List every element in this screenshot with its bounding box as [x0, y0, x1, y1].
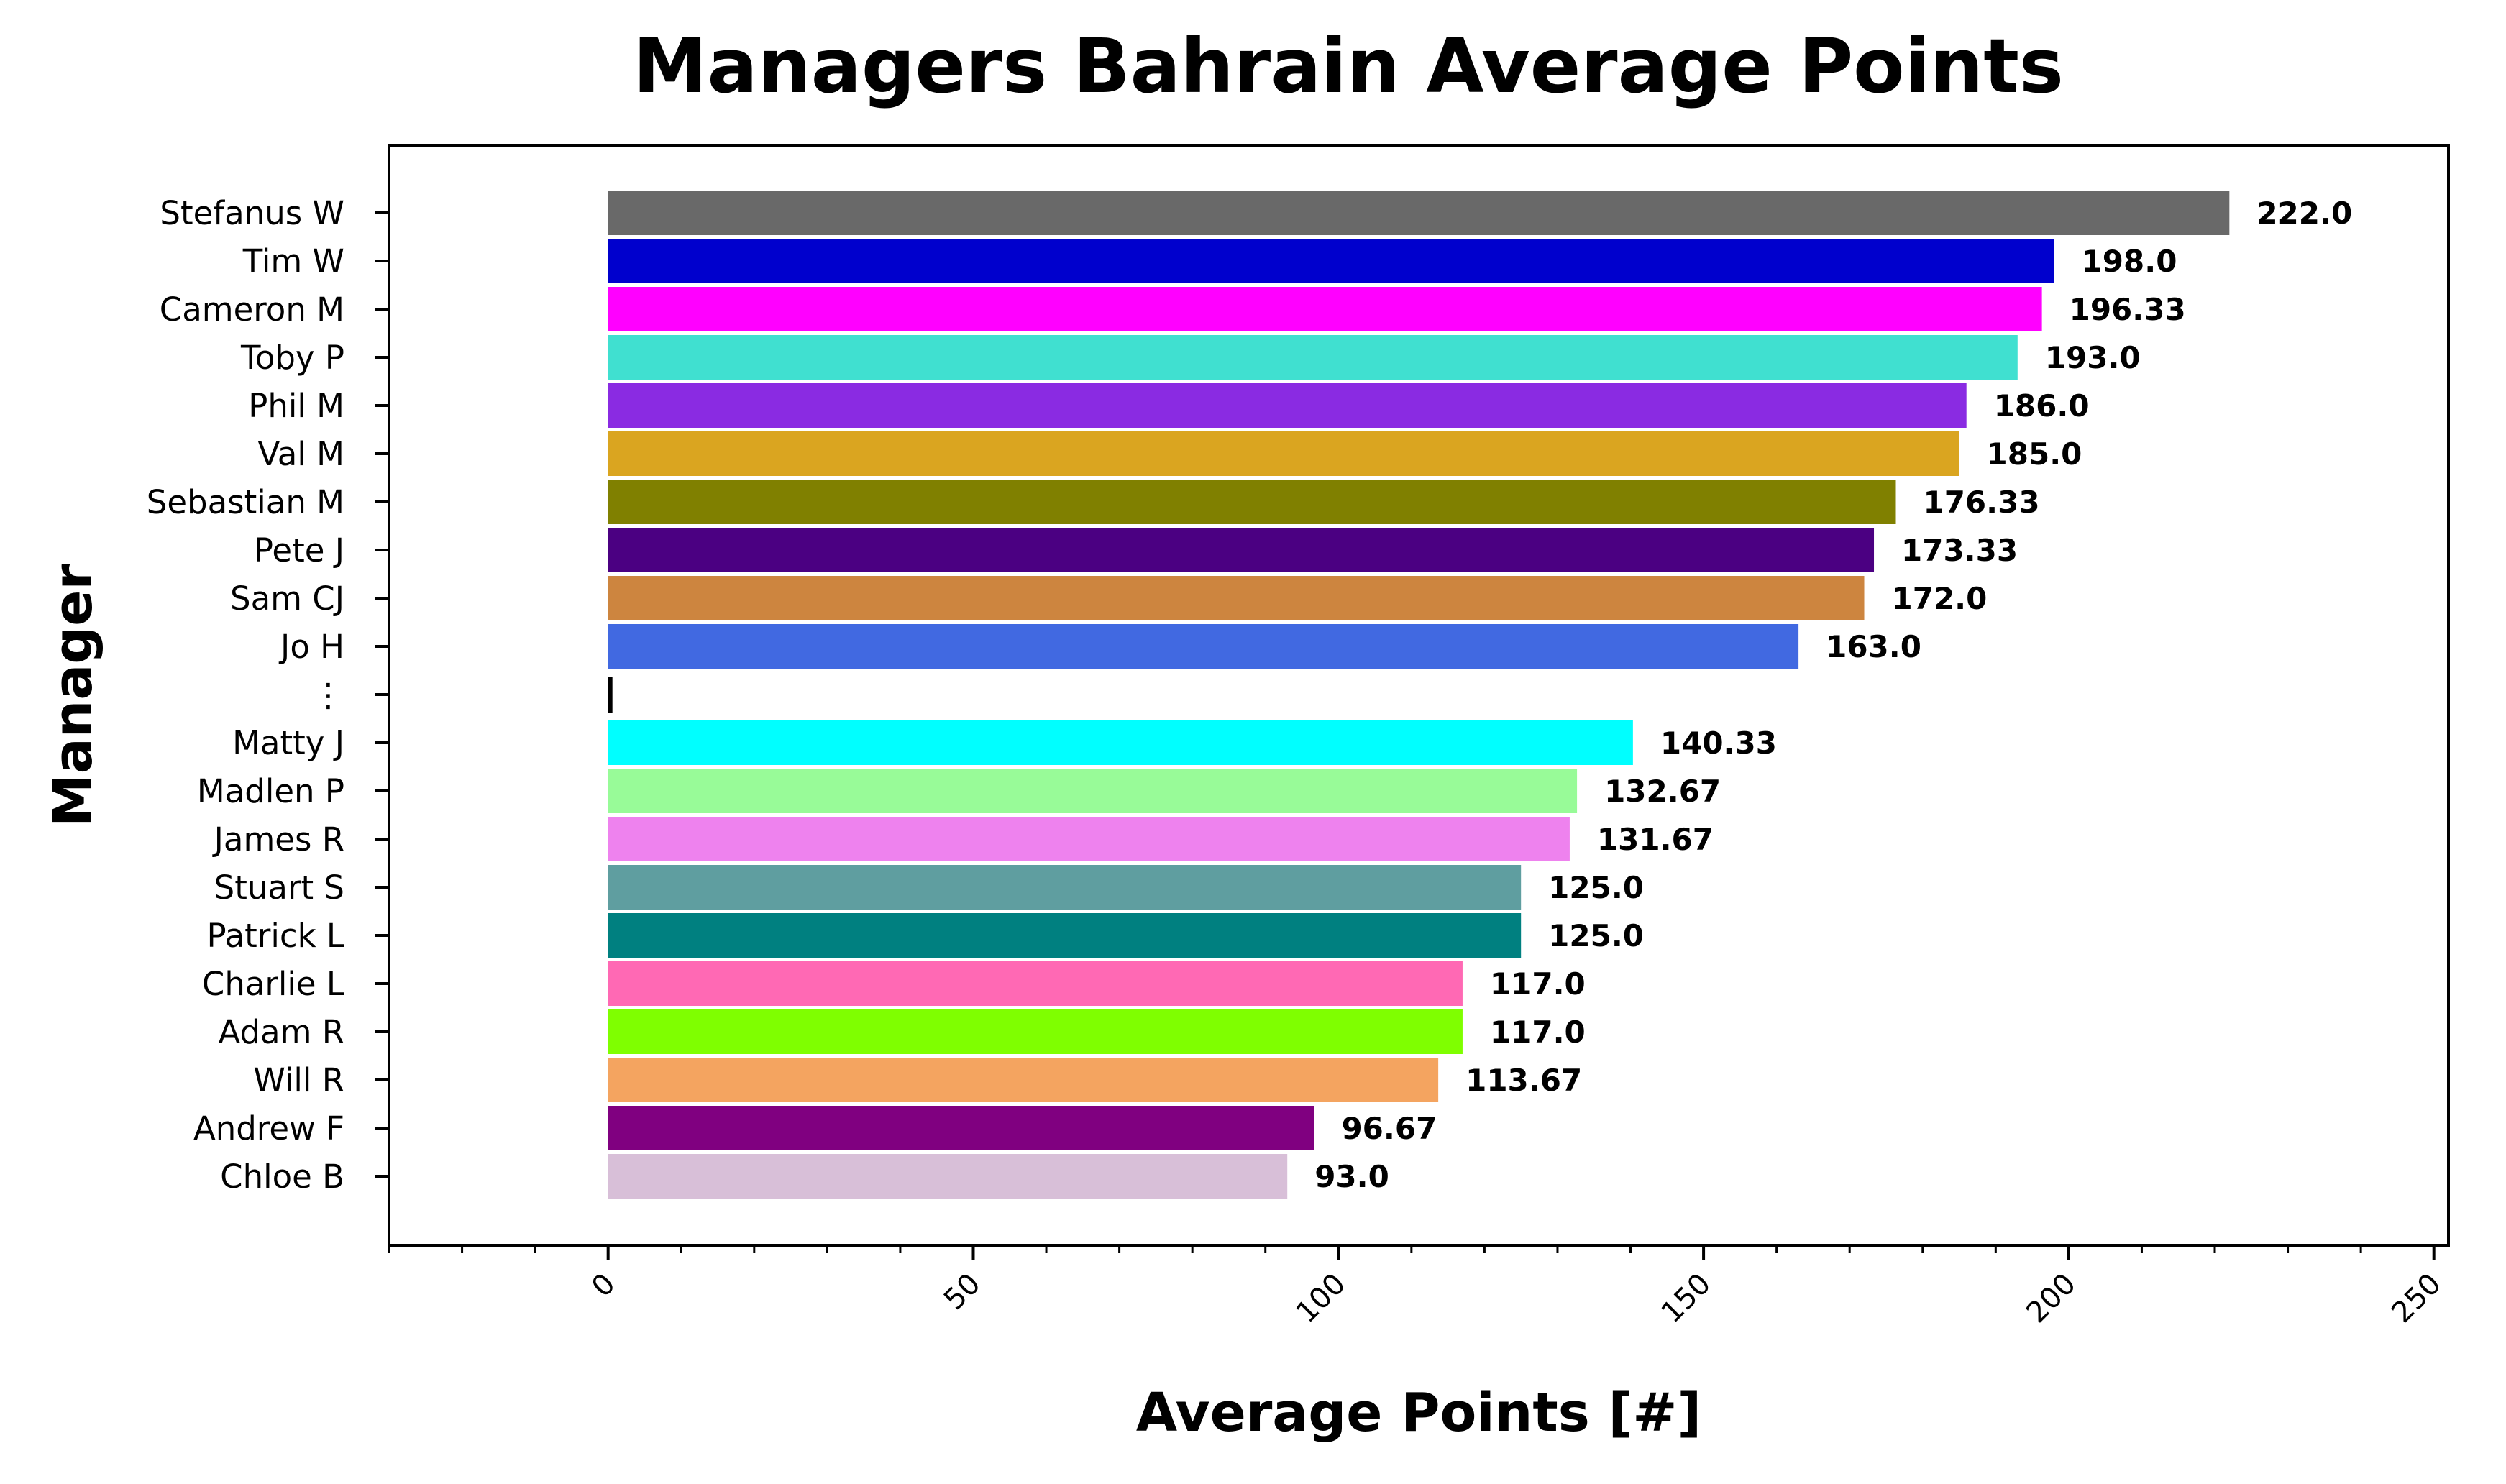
value-label-row-2: 196.33 — [2070, 292, 2186, 327]
bar-row-5 — [608, 431, 1959, 476]
ytick-label-row-12: Madlen P — [197, 772, 344, 810]
bar-row-16 — [608, 961, 1463, 1006]
ellipsis-gap-marker — [608, 677, 613, 713]
y-axis: Stefanus W Tim W Cameron M Toby P Phil M Val … — [147, 194, 389, 1196]
ytick-label-row-9: Jo H — [278, 628, 344, 666]
value-label-row-3: 193.0 — [2045, 340, 2141, 375]
ytick-label-row-7: Pete J — [254, 531, 344, 569]
bar-row-8 — [608, 576, 1865, 620]
value-label-row-15: 125.0 — [1548, 918, 1644, 953]
ytick-label-row-19: Andrew F — [193, 1109, 344, 1148]
ytick-label-row-3: Toby P — [240, 339, 344, 377]
ytick-label-row-6: Sebastian M — [147, 483, 344, 521]
ytick-label-row-10: ⋮ — [312, 676, 344, 714]
xtick-label-100: 100 — [1290, 1268, 1353, 1330]
ytick-label-row-17: Adam R — [218, 1013, 344, 1051]
value-label-row-11: 140.33 — [1660, 725, 1777, 761]
bar-row-7 — [608, 528, 1875, 572]
bar-row-17 — [608, 1009, 1463, 1054]
value-label-row-16: 117.0 — [1490, 966, 1586, 1002]
ytick-label-row-5: Val M — [258, 435, 345, 473]
value-label-row-8: 172.0 — [1892, 581, 1988, 616]
value-label-row-7: 173.33 — [1901, 533, 2018, 568]
value-label-row-17: 117.0 — [1490, 1014, 1586, 1050]
xtick-label-50: 50 — [938, 1268, 987, 1317]
ytick-label-row-4: Phil M — [248, 387, 344, 425]
x-axis: 0 50 100 150 200 250 — [388, 1245, 2448, 1330]
ytick-label-row-18: Will R — [253, 1061, 344, 1099]
chart-title: Managers Bahrain Average Points — [633, 22, 2064, 110]
bar-row-18 — [608, 1058, 1439, 1102]
value-label-row-4: 186.0 — [1994, 388, 2090, 423]
value-label-row-13: 131.67 — [1597, 822, 1714, 857]
value-label-row-5: 185.0 — [1987, 436, 2082, 472]
value-label-row-1: 198.0 — [2082, 244, 2177, 279]
ytick-label-row-13: James R — [212, 820, 344, 858]
xtick-label-200: 200 — [2020, 1268, 2082, 1330]
bar-row-11 — [608, 720, 1633, 765]
x-axis-label: Average Points [#] — [1136, 1382, 1701, 1444]
y-axis-label: Manager — [42, 564, 104, 827]
xtick-label-0: 0 — [585, 1268, 622, 1304]
ytick-label-row-20: Chloe B — [220, 1158, 344, 1196]
xtick-label-250: 250 — [2385, 1268, 2448, 1330]
value-label-row-19: 96.67 — [1341, 1111, 1437, 1146]
ytick-label-row-2: Cameron M — [160, 290, 344, 329]
bar-row-4 — [608, 383, 1967, 428]
bar-row-6 — [608, 480, 1896, 524]
bar-row-14 — [608, 865, 1522, 910]
value-label-row-14: 125.0 — [1548, 870, 1644, 905]
bar-row-2 — [608, 287, 2042, 331]
value-label-row-9: 163.0 — [1826, 629, 1921, 664]
bar-row-20 — [608, 1154, 1288, 1199]
bar-row-0 — [608, 191, 2230, 235]
ytick-label-row-15: Patrick L — [206, 917, 344, 955]
ytick-label-row-1: Tim W — [242, 242, 344, 280]
value-label-row-18: 113.67 — [1465, 1063, 1582, 1098]
xtick-label-150: 150 — [1655, 1268, 1718, 1330]
bar-row-3 — [608, 335, 2018, 380]
ytick-label-row-16: Charlie L — [202, 965, 344, 1003]
bar-row-15 — [608, 913, 1522, 958]
bar-row-13 — [608, 817, 1570, 861]
bar-row-9 — [608, 624, 1799, 669]
value-label-row-0: 222.0 — [2256, 196, 2352, 231]
ytick-label-row-8: Sam CJ — [230, 580, 344, 618]
bar-row-1 — [608, 239, 2054, 283]
value-label-row-12: 132.67 — [1604, 774, 1721, 809]
bar-row-12 — [608, 769, 1578, 813]
bar-row-19 — [608, 1106, 1314, 1150]
ytick-label-row-11: Matty J — [232, 724, 344, 762]
value-label-row-6: 176.33 — [1923, 485, 2039, 520]
value-label-row-20: 93.0 — [1314, 1159, 1389, 1194]
ytick-label-row-0: Stefanus W — [160, 194, 344, 232]
bars-layer: 222.0 198.0 196.33 193.0 186.0 185.0 176.33 173… — [608, 191, 2352, 1199]
ytick-label-row-14: Stuart S — [214, 869, 344, 907]
